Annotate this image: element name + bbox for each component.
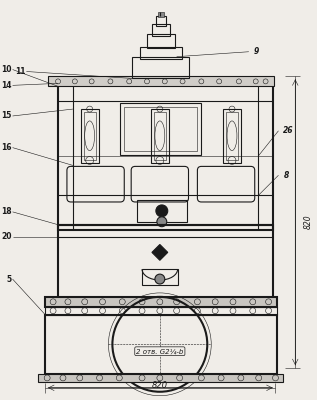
Bar	[38, 374, 283, 382]
Bar	[151, 109, 169, 164]
Bar	[124, 107, 197, 150]
Circle shape	[155, 274, 165, 284]
Bar	[140, 47, 182, 59]
Bar	[154, 112, 166, 160]
Bar	[84, 112, 96, 160]
Text: 16: 16	[1, 143, 12, 152]
Bar	[156, 16, 166, 26]
Bar	[158, 12, 164, 17]
Bar	[45, 297, 277, 307]
Text: 820: 820	[152, 381, 168, 390]
Text: 9: 9	[254, 47, 259, 56]
Text: 820: 820	[304, 214, 313, 229]
Text: 11: 11	[15, 67, 25, 76]
Bar	[81, 109, 99, 164]
Bar	[142, 269, 178, 285]
Bar	[45, 315, 277, 374]
Text: 5: 5	[6, 274, 12, 284]
Bar	[48, 76, 274, 86]
Bar	[58, 225, 273, 299]
Bar	[45, 307, 277, 315]
Bar	[223, 109, 241, 164]
Bar	[132, 57, 189, 78]
Bar	[147, 34, 175, 48]
Text: 2 отв. G2¼-b: 2 отв. G2¼-b	[136, 348, 184, 354]
Circle shape	[157, 217, 167, 227]
Text: 14: 14	[1, 81, 12, 90]
Text: 15: 15	[1, 112, 12, 120]
Bar	[137, 200, 186, 222]
Text: 8: 8	[283, 171, 289, 180]
Bar	[58, 83, 273, 230]
Text: 10: 10	[1, 65, 12, 74]
Circle shape	[156, 205, 168, 217]
Text: 18: 18	[1, 207, 12, 216]
Polygon shape	[152, 244, 168, 260]
Text: 20: 20	[1, 232, 12, 241]
Bar	[120, 103, 201, 154]
Bar	[226, 112, 238, 160]
Bar	[152, 24, 170, 36]
Text: 26: 26	[283, 126, 294, 135]
